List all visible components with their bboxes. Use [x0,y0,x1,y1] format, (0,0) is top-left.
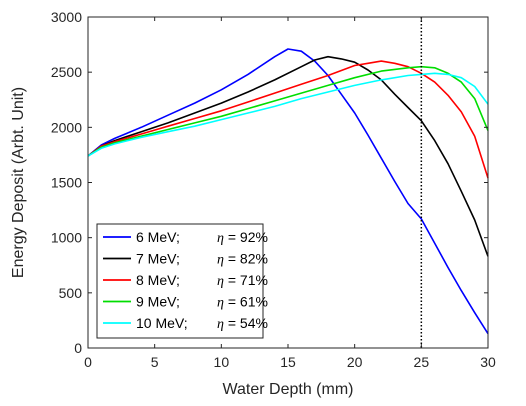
legend-box [96,223,264,339]
series-line-5 [87,72,489,157]
legend-energy-label: 10 MeV; [136,315,188,331]
legend-entry-2: 7 MeV; η = 82% [136,251,268,268]
legend-eta-value: = 71% [224,272,268,288]
legend-eta-symbol: η [217,274,224,289]
y-tick-label: 3000 [51,9,82,25]
legend-entry-4: 9 MeV; η = 61% [136,294,268,311]
legend-entry-3: 8 MeV; η = 71% [136,272,268,289]
x-tick-label: 0 [84,354,92,370]
legend-energy-label: 6 MeV; [136,229,180,245]
legend: 6 MeV; η = 92% 7 MeV; η = 82% 8 MeV; η = 71% 9… [96,223,268,339]
x-tick-label: 10 [214,354,230,370]
legend-entry-5: 10 MeV; η = 54% [136,315,268,332]
legend-eta-value: = 92% [224,229,268,245]
legend-eta-symbol: η [217,317,224,332]
y-tick-label: 1500 [51,175,82,191]
legend-energy-label: 8 MeV; [136,272,180,288]
x-tick-label: 20 [347,354,363,370]
y-tick-label: 2500 [51,64,82,80]
x-tick-label: 25 [414,354,430,370]
legend-eta-symbol: η [217,296,224,311]
legend-energy-label: 7 MeV; [136,251,180,267]
x-tick-label: 5 [151,354,159,370]
x-axis-title: Water Depth (mm) [223,381,354,398]
legend-eta-value: = 82% [224,251,268,267]
y-tick-label: 500 [59,285,83,301]
legend-eta-symbol: η [217,231,224,246]
ticks-layer: 0 5 10 15 20 25 30 0 500 1000 1500 2000 2500 3000 [51,9,496,370]
x-tick-label: 15 [280,354,296,370]
y-axis-title: Energy Deposit (Arbt. Unit) [10,87,27,278]
legend-eta-value: = 61% [224,294,268,310]
series-line-3 [87,60,489,179]
series-line-2 [87,55,489,257]
legend-eta-value: = 54% [224,315,268,331]
legend-entry-1: 6 MeV; η = 92% [136,229,268,246]
legend-eta-symbol: η [217,253,224,268]
y-tick-label: 1000 [51,230,82,246]
x-tick-label: 30 [480,354,496,370]
y-tick-label: 0 [74,340,82,356]
legend-energy-label: 9 MeV; [136,294,180,310]
series-layer [87,48,489,335]
y-tick-label: 2000 [51,119,82,135]
series-line-4 [87,65,489,157]
